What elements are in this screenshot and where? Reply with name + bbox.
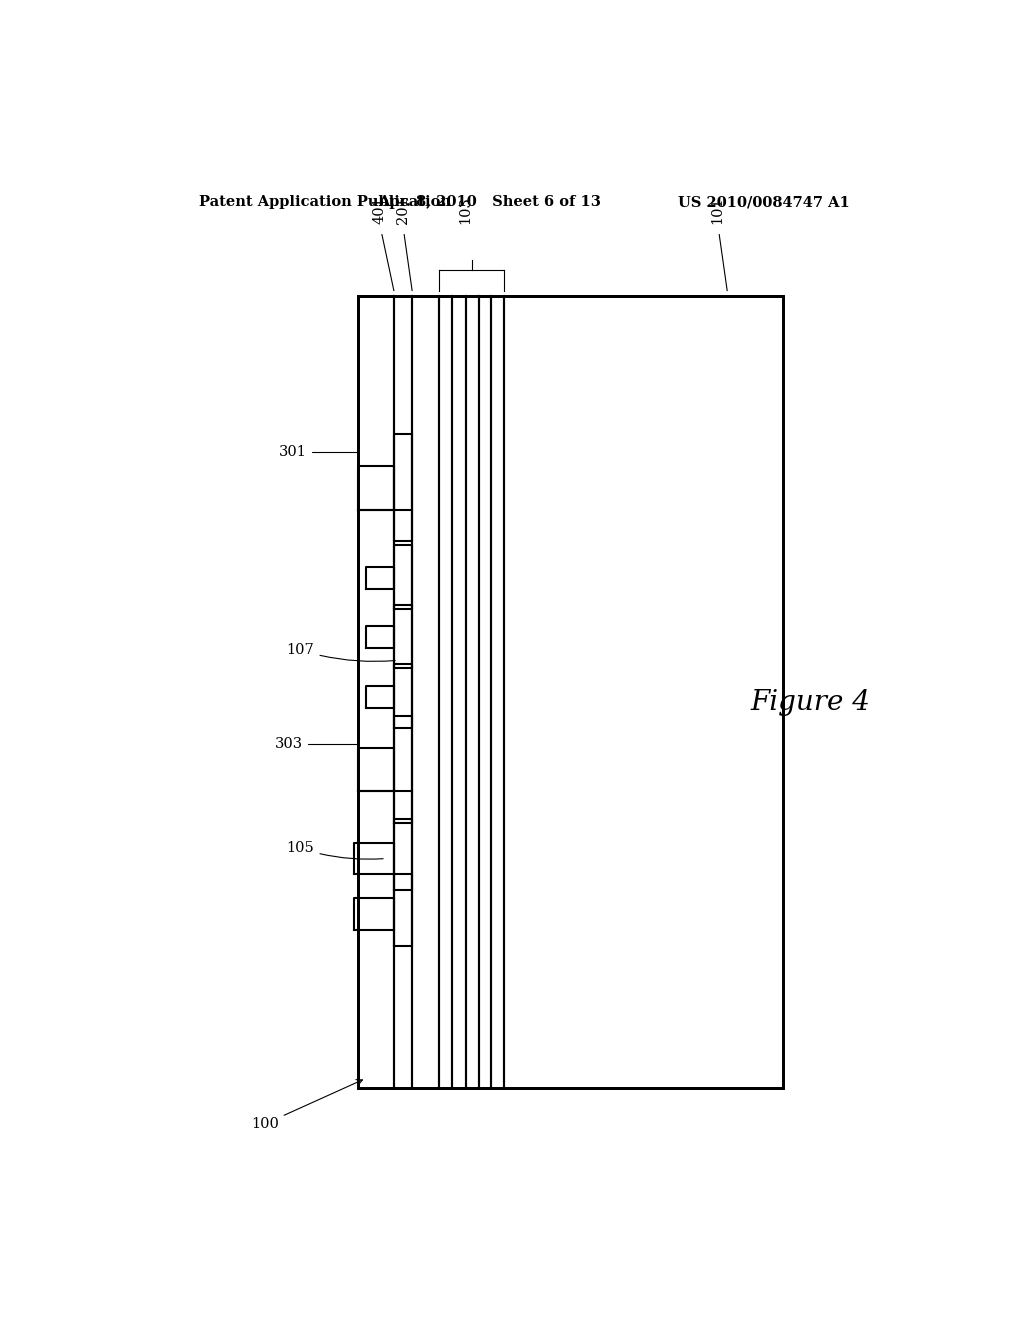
Bar: [358, 296, 782, 1089]
Text: 100: 100: [251, 1080, 362, 1131]
Text: 103: 103: [459, 197, 472, 224]
Text: 301: 301: [279, 445, 358, 470]
Text: 201: 201: [395, 197, 410, 224]
Text: 107: 107: [287, 643, 395, 661]
Text: 401: 401: [373, 197, 387, 224]
Text: Figure 4: Figure 4: [751, 689, 870, 715]
Text: 105: 105: [287, 841, 383, 859]
Text: US 2010/0084747 A1: US 2010/0084747 A1: [679, 195, 850, 209]
Text: Patent Application Publication: Patent Application Publication: [200, 195, 452, 209]
Text: 101: 101: [711, 197, 725, 224]
Bar: [358, 296, 782, 1089]
Text: Apr. 8, 2010   Sheet 6 of 13: Apr. 8, 2010 Sheet 6 of 13: [378, 195, 600, 209]
Text: 303: 303: [274, 737, 358, 756]
